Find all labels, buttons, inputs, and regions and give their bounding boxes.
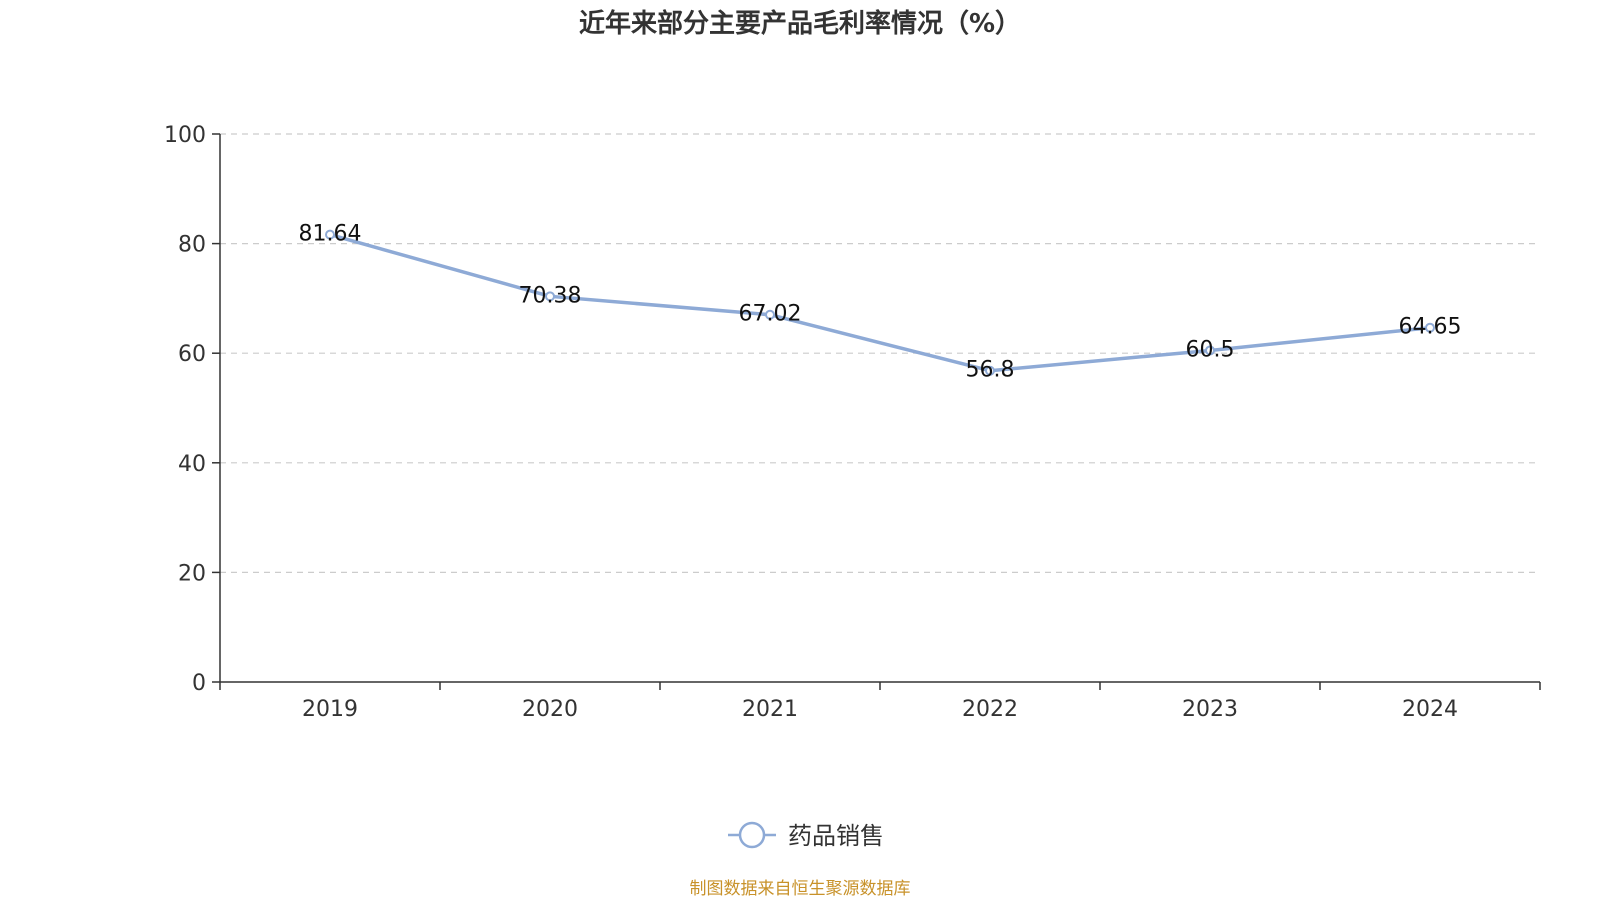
y-tick-label: 80 — [178, 233, 206, 258]
legend-marker-icon[interactable] — [738, 821, 766, 849]
data-labels: 81.64 70.38 67.02 56.8 60.5 64.65 — [299, 222, 1462, 383]
y-tick-label: 60 — [178, 342, 206, 367]
series-layer — [325, 229, 1435, 376]
y-tick-label: 20 — [178, 561, 206, 586]
x-tick-label: 2023 — [1182, 697, 1238, 722]
data-label: 81.64 — [299, 222, 362, 247]
data-point[interactable] — [1425, 322, 1435, 333]
data-label: 56.8 — [966, 358, 1015, 383]
data-label: 70.38 — [519, 283, 582, 308]
data-label: 67.02 — [739, 302, 802, 327]
y-tick-label: 100 — [164, 123, 206, 148]
data-point[interactable] — [325, 229, 335, 240]
chart-title: 近年来部分主要产品毛利率情况（%） — [578, 9, 1022, 39]
grid-lines — [220, 133, 1540, 574]
legend-label[interactable]: 药品销售 — [788, 822, 884, 850]
source-note: 制图数据来自恒生聚源数据库 — [689, 879, 911, 899]
axes: 0 20 40 60 80 100 2019 2020 2021 2022 2023 2024 — [164, 123, 1541, 722]
x-tick-label: 2022 — [962, 697, 1018, 722]
x-tick-label: 2019 — [302, 697, 358, 722]
x-tick-label: 2021 — [742, 697, 798, 722]
data-point[interactable] — [765, 309, 775, 320]
x-tick-label: 2024 — [1402, 697, 1458, 722]
data-point[interactable] — [985, 365, 995, 376]
legend[interactable]: 药品销售 — [728, 821, 884, 850]
data-point[interactable] — [1205, 345, 1215, 356]
data-point[interactable] — [545, 291, 555, 302]
x-tick-label: 2020 — [522, 697, 578, 722]
y-tick-label: 40 — [178, 452, 206, 477]
data-label: 60.5 — [1186, 337, 1235, 362]
series-line-0 — [328, 232, 1432, 373]
data-label: 64.65 — [1399, 315, 1462, 340]
y-tick-label: 0 — [192, 671, 206, 696]
